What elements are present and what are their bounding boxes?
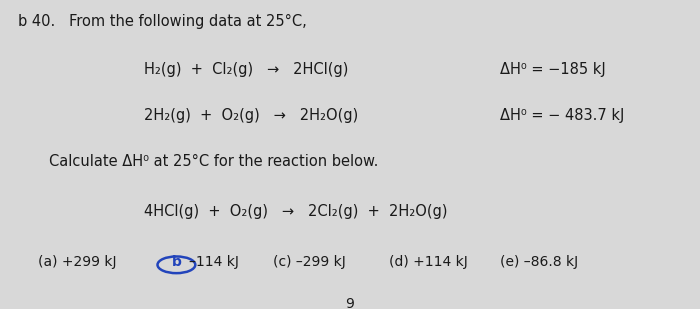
Text: 2H₂(g)  +  O₂(g)   →   2H₂O(g): 2H₂(g) + O₂(g) → 2H₂O(g) [144, 108, 358, 123]
Text: 9: 9 [346, 297, 354, 309]
Text: b: b [172, 255, 181, 269]
Text: (a) +299 kJ: (a) +299 kJ [38, 255, 117, 269]
Text: –114 kJ: –114 kJ [189, 255, 239, 269]
Text: (e) –86.8 kJ: (e) –86.8 kJ [500, 255, 579, 269]
Text: 4HCl(g)  +  O₂(g)   →   2Cl₂(g)  +  2H₂O(g): 4HCl(g) + O₂(g) → 2Cl₂(g) + 2H₂O(g) [144, 204, 447, 219]
Text: (d) +114 kJ: (d) +114 kJ [389, 255, 468, 269]
Text: ΔH⁰ = −185 kJ: ΔH⁰ = −185 kJ [500, 62, 606, 77]
Text: b 40.   From the following data at 25°C,: b 40. From the following data at 25°C, [18, 14, 307, 29]
Text: H₂(g)  +  Cl₂(g)   →   2HCl(g): H₂(g) + Cl₂(g) → 2HCl(g) [144, 62, 348, 77]
Text: Calculate ΔH⁰ at 25°C for the reaction below.: Calculate ΔH⁰ at 25°C for the reaction b… [49, 154, 379, 170]
Text: ΔH⁰ = − 483.7 kJ: ΔH⁰ = − 483.7 kJ [500, 108, 625, 123]
Text: (c) –299 kJ: (c) –299 kJ [273, 255, 346, 269]
